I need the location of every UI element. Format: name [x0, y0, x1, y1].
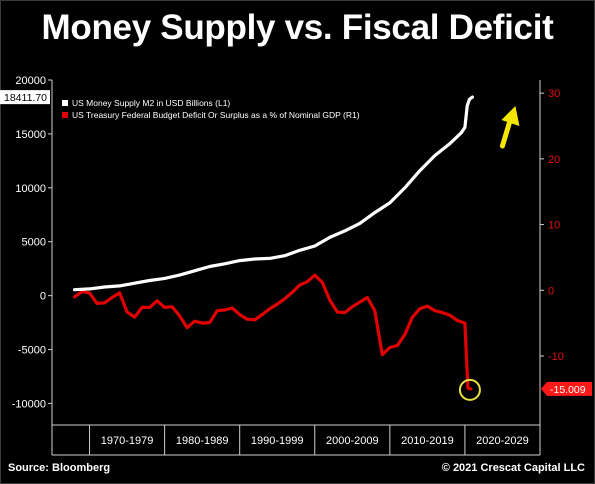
legend-swatch-deficit [62, 112, 68, 118]
left-tick-label: 5000 [22, 237, 46, 249]
right-tick-label: 10 [548, 220, 560, 232]
deficit-last-value-badge [541, 381, 592, 396]
up-arrow-head [501, 106, 520, 126]
highlight-circle [458, 378, 481, 401]
left-tick-label: 0 [40, 291, 46, 303]
x-category-label: 1980-1989 [176, 435, 229, 447]
legend-label-deficit: US Treasury Federal Budget Deficit Or Su… [72, 110, 360, 120]
x-category-label: 2020-2029 [476, 435, 529, 447]
deficit-series-line [72, 273, 473, 391]
copyright-note: © 2021 Crescat Capital LLC [441, 462, 585, 474]
deficit-last-value-label: -15.009 [550, 384, 586, 396]
x-category-label: 1970-1979 [101, 435, 154, 447]
source-note: Source: Bloomberg [8, 462, 111, 474]
x-category-label: 2010-2019 [401, 435, 454, 447]
x-category-label: 1990-1999 [251, 435, 304, 447]
right-tick-label: 20 [548, 154, 560, 166]
right-tick-label: 0 [548, 285, 554, 297]
left-tick-label: 20000 [15, 75, 46, 87]
right-tick-label: -10 [548, 351, 564, 363]
legend-swatch-m2 [62, 100, 68, 106]
m2-last-value-badge [0, 90, 50, 105]
left-tick-label: -10000 [12, 398, 46, 410]
left-tick-label: 15000 [15, 129, 46, 141]
right-tick-label: 30 [548, 88, 560, 100]
left-tick-label: 10000 [15, 183, 46, 195]
legend-label-m2: US Money Supply M2 in USD Billions (L1) [72, 98, 230, 108]
left-tick-label: -5000 [18, 345, 46, 357]
m2-series-line [72, 95, 474, 292]
m2-last-value-label: 18411.70 [4, 92, 47, 104]
x-category-label: 2000-2009 [326, 435, 379, 447]
chart-title: Money Supply vs. Fiscal Deficit [41, 8, 554, 47]
